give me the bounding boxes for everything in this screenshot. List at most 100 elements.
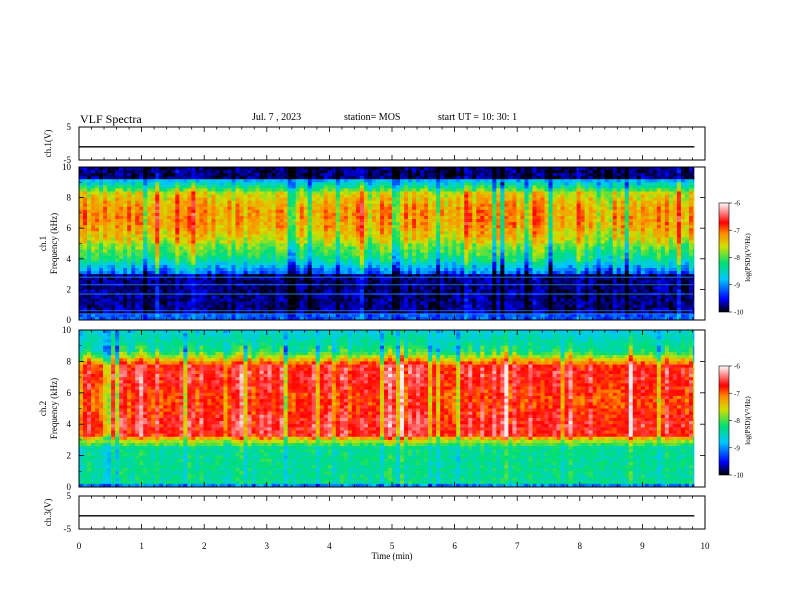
spectrogram-cell: [279, 200, 284, 205]
spectrogram-cell: [504, 191, 509, 195]
spectrogram-cell: [355, 234, 361, 238]
spectrogram-cell: [311, 249, 317, 253]
spectrogram-cell: [688, 255, 694, 260]
spectrogram-cell: [652, 234, 658, 238]
spectrogram-cell: [199, 258, 204, 263]
spectrogram-cell: [420, 246, 425, 250]
spectrogram-cell: [580, 231, 585, 235]
spectrogram-cell: [672, 252, 678, 257]
spectrogram-cell: [95, 197, 100, 201]
spectrogram-cell: [624, 179, 630, 183]
spectrogram-cell: [600, 225, 605, 229]
spectrogram-cell: [339, 225, 345, 229]
spectrogram-cell: [600, 212, 605, 217]
spectrogram-cell: [367, 185, 373, 189]
spectrogram-cell: [131, 173, 136, 177]
spectrogram-cell: [628, 212, 634, 217]
spectrogram-cell: [544, 234, 549, 238]
spectrogram-cell: [227, 228, 232, 232]
spectrogram-cell: [231, 176, 236, 180]
spectrogram-cell: [428, 170, 433, 174]
spectrogram-cell: [564, 246, 569, 250]
spectrogram-cell: [564, 258, 569, 263]
spectrogram-cell: [163, 167, 168, 171]
spectrogram-cell: [203, 167, 208, 171]
spectrogram-cell: [83, 212, 88, 217]
spectrogram-cell: [267, 167, 272, 171]
spectrogram-cell: [187, 167, 192, 171]
spectrogram-cell: [139, 246, 144, 250]
spectrogram-cell: [676, 234, 682, 238]
spectrogram-cell: [123, 234, 128, 238]
spectrogram-cell: [359, 191, 365, 195]
spectrogram-cell: [528, 188, 533, 192]
spectrogram-cell: [480, 231, 485, 235]
spectrogram-cell: [95, 167, 100, 171]
spectrogram-cell: [476, 228, 481, 232]
spectrogram-cell: [379, 176, 385, 180]
spectrogram-cell: [119, 167, 124, 171]
spectrogram-cell: [247, 197, 252, 201]
spectrogram-cell: [472, 258, 477, 263]
spectrogram-cell: [259, 222, 264, 226]
spectrogram-cell: [323, 200, 329, 205]
spectrogram-cell: [331, 240, 337, 244]
spectrogram-cell: [496, 222, 501, 226]
spectrogram-cell: [476, 246, 481, 250]
spectrogram-cell: [279, 249, 284, 253]
spectrogram-cell: [267, 185, 272, 189]
spectrogram-cell: [179, 191, 184, 195]
spectrogram-cell: [600, 179, 605, 183]
spectrogram-cell: [147, 219, 152, 223]
spectrogram-cell: [584, 234, 589, 238]
spectrogram-cell: [279, 176, 284, 180]
spectrogram-cell: [287, 212, 292, 217]
spectrogram-cell: [255, 240, 260, 244]
spectrogram-cell: [644, 209, 650, 214]
spectrogram-cell: [83, 206, 88, 211]
spectrogram-cell: [259, 252, 264, 257]
spectrogram-cell: [452, 219, 457, 223]
spectrogram-cell: [343, 191, 349, 195]
spectrogram-cell: [424, 249, 429, 253]
spectrogram-cell: [656, 231, 662, 235]
spectrogram-cell: [416, 234, 421, 238]
spectrogram-cell: [676, 188, 682, 192]
spectrogram-cell: [211, 222, 216, 226]
spectrogram-cell: [111, 258, 116, 263]
spectrogram-cell: [275, 243, 280, 247]
spectrogram-cell: [672, 225, 678, 229]
spectrogram-cell: [536, 212, 541, 217]
spectrogram-cell: [492, 209, 497, 214]
spectrogram-cell: [404, 176, 409, 180]
spectrogram-cell: [195, 255, 200, 260]
spectrogram-cell: [215, 191, 220, 195]
spectrogram-cell: [307, 240, 313, 244]
spectrogram-cell: [456, 246, 461, 250]
spectrogram-cell: [335, 258, 341, 263]
spectrogram-cell: [616, 167, 622, 171]
spectrogram-cell: [568, 243, 573, 247]
spectrogram-cell: [532, 240, 537, 244]
spectrogram-cell: [660, 182, 666, 186]
spectrogram-cell: [652, 222, 658, 226]
spectrogram-cell: [496, 246, 501, 250]
spectrogram-cell: [115, 182, 120, 186]
spectrogram-cell: [119, 197, 124, 201]
spectrogram-cell: [311, 237, 317, 241]
spectrogram-cell: [127, 209, 132, 214]
spectrogram-cell: [604, 246, 609, 250]
spectrogram-cell: [247, 215, 252, 220]
spectrogram-cell: [375, 249, 381, 253]
spectrogram-cell: [355, 219, 361, 223]
spectrogram-cell: [227, 225, 232, 229]
spectrogram-cell: [271, 228, 276, 232]
spectrogram-cell: [355, 222, 361, 226]
spectrogram-cell: [668, 206, 674, 211]
spectrogram-cell: [416, 191, 421, 195]
spectrogram-cell: [568, 173, 573, 177]
spectrogram-cell: [460, 203, 465, 208]
spectrogram-cell: [103, 176, 108, 180]
spectrogram-cell: [387, 255, 393, 260]
spectrogram-cell: [259, 212, 264, 217]
